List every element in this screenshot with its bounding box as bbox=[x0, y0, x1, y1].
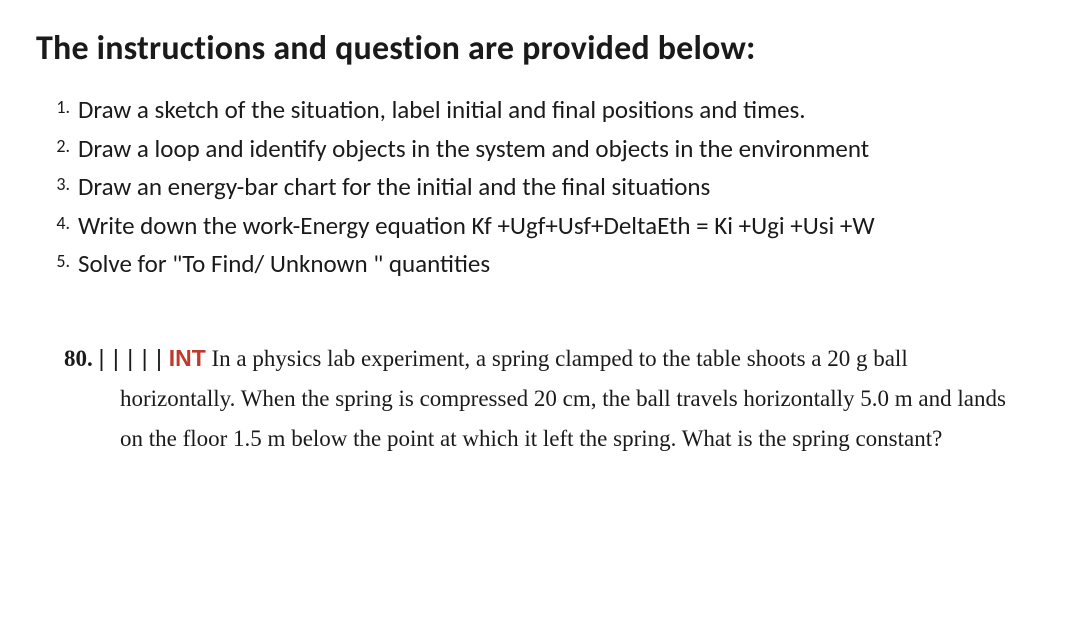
problem-text: 80. | | | | | INT In a physics lab exper… bbox=[64, 338, 1014, 460]
page-heading: The instructions and question are provid… bbox=[36, 28, 1044, 69]
list-item: 4. Write down the work-Energy equation K… bbox=[78, 207, 1044, 246]
problem-block: 80. | | | | | INT In a physics lab exper… bbox=[36, 338, 1044, 460]
list-number: 1. bbox=[36, 94, 70, 122]
list-text: Draw a loop and identify objects in the … bbox=[78, 133, 869, 164]
list-text: Solve for "To Find/ Unknown " quantities bbox=[78, 248, 490, 279]
list-item: 1. Draw a sketch of the situation, label… bbox=[78, 91, 1044, 130]
problem-number: 80. bbox=[64, 346, 93, 371]
instruction-list: 1. Draw a sketch of the situation, label… bbox=[36, 91, 1044, 284]
list-text: Write down the work-Energy equation Kf +… bbox=[78, 210, 875, 241]
list-number: 5. bbox=[36, 248, 70, 276]
int-tag: INT bbox=[169, 345, 206, 371]
list-item: 3. Draw an energy-bar chart for the init… bbox=[78, 168, 1044, 207]
list-text: Draw an energy-bar chart for the initial… bbox=[78, 171, 710, 202]
list-number: 2. bbox=[36, 133, 70, 161]
list-item: 5. Solve for "To Find/ Unknown " quantit… bbox=[78, 245, 1044, 284]
list-number: 3. bbox=[36, 171, 70, 199]
problem-body: In a physics lab experiment, a spring cl… bbox=[120, 346, 1006, 452]
list-item: 2. Draw a loop and identify objects in t… bbox=[78, 130, 1044, 169]
list-text: Draw a sketch of the situation, label in… bbox=[78, 94, 806, 125]
document-page: The instructions and question are provid… bbox=[0, 0, 1080, 479]
difficulty-bars: | | | | | bbox=[99, 345, 163, 371]
list-number: 4. bbox=[36, 210, 70, 238]
